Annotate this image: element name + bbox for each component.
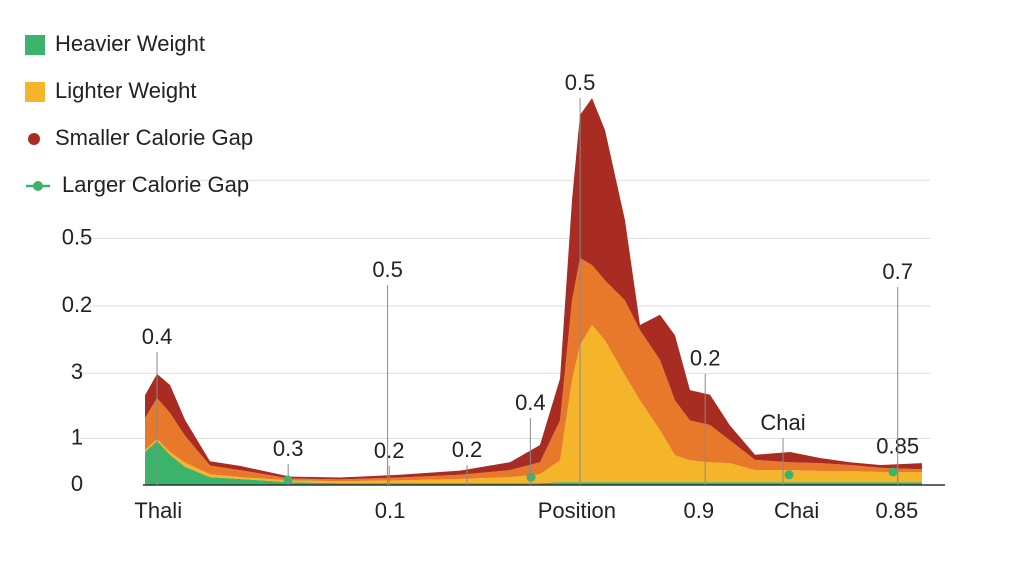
annotation-label: Chai bbox=[760, 410, 805, 435]
point bbox=[526, 472, 536, 482]
y-tick-label: 0.5 bbox=[62, 224, 93, 249]
annotation-label: 0.5 bbox=[372, 257, 403, 282]
annotation-label: 0.7 bbox=[882, 259, 913, 284]
x-tick-label: 0.9 bbox=[683, 498, 714, 523]
legend-swatch bbox=[33, 181, 43, 191]
area bbox=[145, 440, 922, 485]
x-tick-label: Chai bbox=[774, 498, 819, 523]
y-tick-label: 3 bbox=[71, 359, 83, 384]
legend-swatch bbox=[25, 35, 45, 55]
annotation-label: 0.5 bbox=[565, 70, 596, 95]
point bbox=[784, 470, 794, 480]
annotation-label: 0.2 bbox=[452, 437, 483, 462]
legend-label: Heavier Weight bbox=[55, 31, 205, 56]
x-tick-label: 0.85 bbox=[875, 498, 918, 523]
legend-swatch bbox=[25, 82, 45, 102]
annotation-label: 0.3 bbox=[273, 436, 304, 461]
y-tick-label: 0.2 bbox=[62, 292, 93, 317]
x-tick-label: 0.1 bbox=[375, 498, 406, 523]
legend-label: Lighter Weight bbox=[55, 78, 196, 103]
point bbox=[888, 467, 898, 477]
legend-label: Larger Calorie Gap bbox=[62, 172, 249, 197]
annotation-label: 0.4 bbox=[515, 390, 546, 415]
annotation-label: 0.2 bbox=[374, 438, 405, 463]
annotation-label: 0.4 bbox=[142, 324, 173, 349]
annotation-label: 0.2 bbox=[690, 346, 721, 371]
x-tick-label: Position bbox=[538, 498, 616, 523]
y-tick-label: 1 bbox=[71, 424, 83, 449]
x-tick-label: Thali bbox=[134, 498, 182, 523]
legend-label: Smaller Calorie Gap bbox=[55, 125, 253, 150]
legend-swatch bbox=[28, 133, 40, 145]
y-tick-label: 0 bbox=[71, 471, 83, 496]
